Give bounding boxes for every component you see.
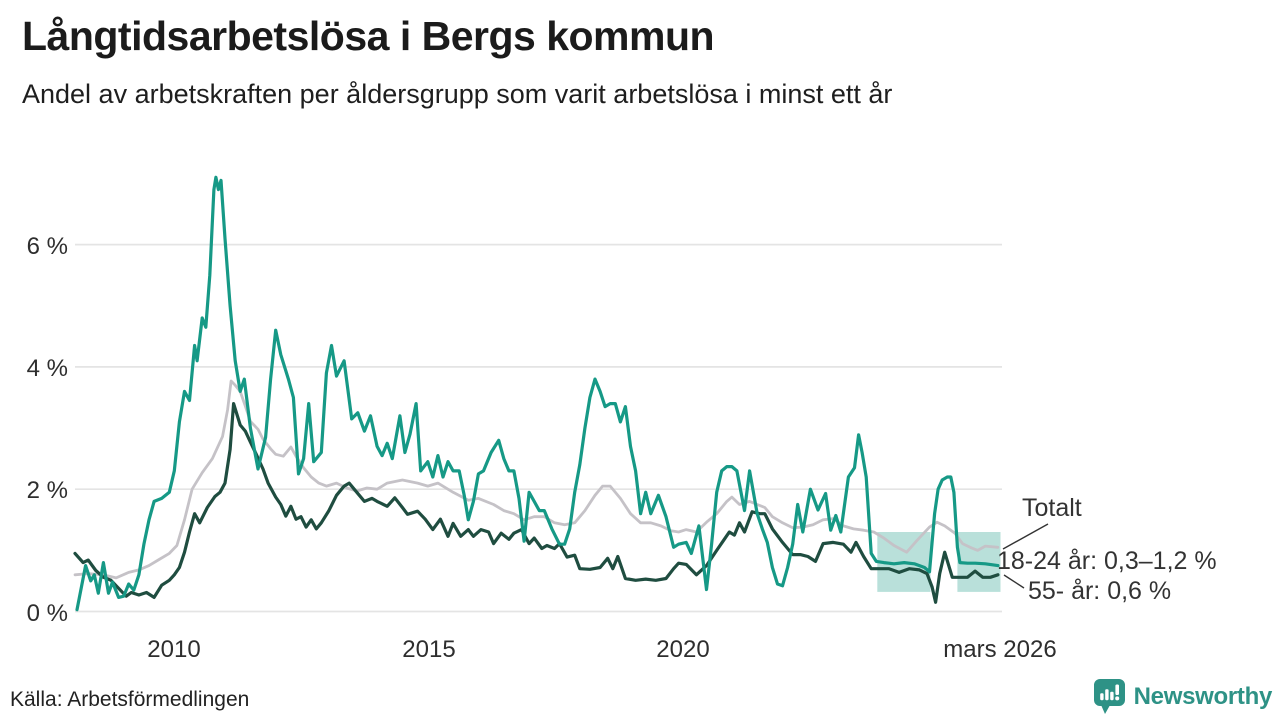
page-title: Långtidsarbetslösa i Bergs kommun: [22, 13, 715, 59]
leader-line-55: [1003, 574, 1025, 589]
page-subtitle: Andel av arbetskraften per åldersgrupp s…: [22, 79, 893, 110]
series-annotations: Totalt 18-24 år: 0,3–1,2 % 55- år: 0,6 %: [997, 494, 1217, 605]
newsworthy-logo-text: Newsworthy: [1133, 682, 1273, 710]
y-tick-4: 4 %: [27, 355, 68, 382]
leader-line-totalt: [1002, 523, 1049, 550]
newsworthy-logo: Newsworthy: [1093, 678, 1272, 715]
series-lines: [73, 175, 1000, 612]
y-tick-2: 2 %: [27, 477, 68, 504]
x-tick-2015: 2015: [402, 636, 455, 663]
source-label: Källa: Arbetsförmedlingen: [10, 688, 250, 711]
y-tick-6: 6 %: [27, 233, 68, 260]
x-tick-mars-2026: mars 2026: [943, 636, 1056, 663]
annotation-18-24: 18-24 år: 0,3–1,2 %: [997, 547, 1217, 575]
newsworthy-logo-icon: [1093, 678, 1126, 715]
chart-header: Långtidsarbetslösa i Bergs kommun Andel …: [22, 12, 1262, 110]
x-axis: 2010 2015 2020 mars 2026: [147, 636, 1056, 663]
y-tick-0: 0 %: [27, 600, 68, 627]
x-tick-2010: 2010: [147, 636, 200, 663]
annotation-55: 55- år: 0,6 %: [1028, 577, 1171, 605]
annotation-totalt: Totalt: [1022, 494, 1082, 522]
x-tick-2020: 2020: [656, 636, 709, 663]
y-axis: 6 % 4 % 2 % 0 %: [27, 233, 68, 627]
